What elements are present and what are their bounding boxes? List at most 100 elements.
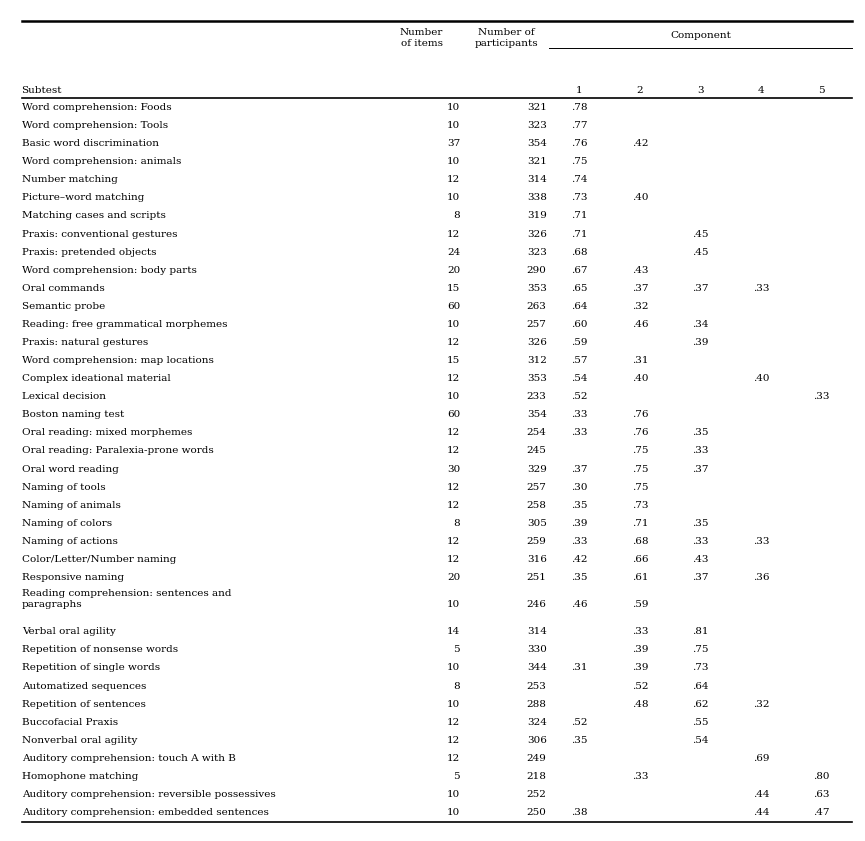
Text: Picture–word matching: Picture–word matching — [22, 193, 144, 203]
Text: .40: .40 — [753, 374, 770, 383]
Text: 353: 353 — [527, 283, 547, 293]
Text: .75: .75 — [571, 157, 588, 167]
Text: 12: 12 — [447, 428, 460, 437]
Text: 259: 259 — [527, 537, 547, 546]
Text: Automatized sequences: Automatized sequences — [22, 681, 146, 690]
Text: 344: 344 — [527, 664, 547, 673]
Text: .64: .64 — [571, 302, 588, 311]
Text: 60: 60 — [447, 302, 460, 311]
Text: .33: .33 — [571, 410, 588, 420]
Text: .37: .37 — [692, 464, 709, 473]
Text: 14: 14 — [447, 627, 460, 637]
Text: .35: .35 — [692, 519, 709, 528]
Text: 326: 326 — [527, 230, 547, 239]
Text: 8: 8 — [453, 681, 460, 690]
Text: 290: 290 — [527, 266, 547, 275]
Text: .35: .35 — [571, 573, 588, 582]
Text: Oral commands: Oral commands — [22, 283, 105, 293]
Text: 8: 8 — [453, 211, 460, 220]
Text: 319: 319 — [527, 211, 547, 220]
Text: Repetition of nonsense words: Repetition of nonsense words — [22, 645, 177, 654]
Text: .59: .59 — [571, 338, 588, 347]
Text: 12: 12 — [447, 447, 460, 456]
Text: .65: .65 — [571, 283, 588, 293]
Text: .35: .35 — [571, 500, 588, 510]
Text: Auditory comprehension: reversible possessives: Auditory comprehension: reversible posse… — [22, 790, 275, 799]
Text: 10: 10 — [447, 808, 460, 817]
Text: Oral reading: Paralexia-prone words: Oral reading: Paralexia-prone words — [22, 447, 214, 456]
Text: Verbal oral agility: Verbal oral agility — [22, 627, 116, 637]
Text: 12: 12 — [447, 500, 460, 510]
Text: 20: 20 — [447, 266, 460, 275]
Text: .33: .33 — [571, 537, 588, 546]
Text: Naming of actions: Naming of actions — [22, 537, 118, 546]
Text: 20: 20 — [447, 573, 460, 582]
Text: .33: .33 — [692, 537, 709, 546]
Text: Naming of animals: Naming of animals — [22, 500, 120, 510]
Text: 288: 288 — [527, 700, 547, 709]
Text: 10: 10 — [447, 700, 460, 709]
Text: 12: 12 — [447, 483, 460, 492]
Text: 324: 324 — [527, 717, 547, 727]
Text: Oral word reading: Oral word reading — [22, 464, 119, 473]
Text: 10: 10 — [447, 320, 460, 329]
Text: .30: .30 — [571, 483, 588, 492]
Text: .31: .31 — [631, 356, 649, 365]
Text: .46: .46 — [571, 600, 588, 609]
Text: .33: .33 — [753, 537, 770, 546]
Text: 306: 306 — [527, 736, 547, 745]
Text: 10: 10 — [447, 600, 460, 609]
Text: .57: .57 — [571, 356, 588, 365]
Text: 8: 8 — [453, 519, 460, 528]
Text: 24: 24 — [447, 247, 460, 257]
Text: 253: 253 — [527, 681, 547, 690]
Text: .52: .52 — [631, 681, 649, 690]
Text: .45: .45 — [692, 247, 709, 257]
Text: 233: 233 — [527, 392, 547, 401]
Text: 218: 218 — [527, 772, 547, 781]
Text: Word comprehension: body parts: Word comprehension: body parts — [22, 266, 196, 275]
Text: 12: 12 — [447, 736, 460, 745]
Text: 37: 37 — [447, 139, 460, 148]
Text: .33: .33 — [571, 428, 588, 437]
Text: .75: .75 — [631, 464, 649, 473]
Text: .42: .42 — [631, 139, 649, 148]
Text: 12: 12 — [447, 175, 460, 184]
Text: .54: .54 — [571, 374, 588, 383]
Text: 246: 246 — [527, 600, 547, 609]
Text: 2: 2 — [637, 86, 644, 95]
Text: .71: .71 — [571, 211, 588, 220]
Text: 254: 254 — [527, 428, 547, 437]
Text: .80: .80 — [813, 772, 830, 781]
Text: 10: 10 — [447, 392, 460, 401]
Text: .75: .75 — [631, 483, 649, 492]
Text: Matching cases and scripts: Matching cases and scripts — [22, 211, 165, 220]
Text: Responsive naming: Responsive naming — [22, 573, 124, 582]
Text: Nonverbal oral agility: Nonverbal oral agility — [22, 736, 137, 745]
Text: .33: .33 — [753, 283, 770, 293]
Text: .68: .68 — [631, 537, 649, 546]
Text: .37: .37 — [692, 573, 709, 582]
Text: 5: 5 — [818, 86, 825, 95]
Text: .76: .76 — [631, 428, 649, 437]
Text: .76: .76 — [631, 410, 649, 420]
Text: .44: .44 — [753, 790, 770, 799]
Text: 15: 15 — [447, 283, 460, 293]
Text: .37: .37 — [571, 464, 588, 473]
Text: .32: .32 — [753, 700, 770, 709]
Text: Homophone matching: Homophone matching — [22, 772, 138, 781]
Text: .38: .38 — [571, 808, 588, 817]
Text: Praxis: conventional gestures: Praxis: conventional gestures — [22, 230, 177, 239]
Text: Semantic probe: Semantic probe — [22, 302, 105, 311]
Text: 3: 3 — [697, 86, 704, 95]
Text: 314: 314 — [527, 627, 547, 637]
Text: .39: .39 — [631, 645, 649, 654]
Text: .71: .71 — [631, 519, 649, 528]
Text: 314: 314 — [527, 175, 547, 184]
Text: .42: .42 — [571, 555, 588, 564]
Text: 10: 10 — [447, 103, 460, 112]
Text: .37: .37 — [631, 283, 649, 293]
Text: .55: .55 — [692, 717, 709, 727]
Text: .76: .76 — [571, 139, 588, 148]
Text: 5: 5 — [453, 645, 460, 654]
